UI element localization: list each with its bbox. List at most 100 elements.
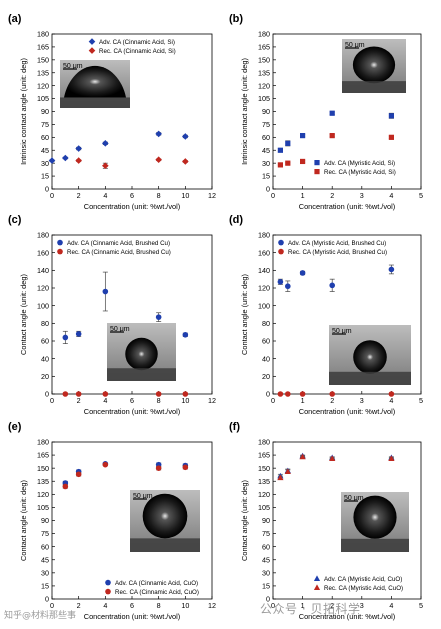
- panel-label: (b): [229, 13, 243, 25]
- x-tick-label: 4: [389, 191, 393, 200]
- x-axis-label: Concentration (unit: %wt./vol): [84, 407, 181, 416]
- x-tick-label: 2: [330, 191, 334, 200]
- data-series-advancing: [277, 264, 395, 292]
- y-tick-label: 120: [258, 284, 270, 293]
- y-tick-label: 140: [258, 266, 270, 275]
- substrate: [329, 371, 411, 385]
- x-tick-label: 0: [50, 191, 54, 200]
- data-series-receding: [277, 391, 395, 397]
- x-tick-label: 10: [181, 601, 189, 610]
- legend-marker: [314, 160, 320, 166]
- y-tick-label: 105: [37, 503, 49, 512]
- legend: Adv. CA (Cinnamic Acid, CuO) Rec. CA (Cin…: [105, 579, 199, 596]
- y-tick-label: 80: [262, 319, 270, 328]
- data-point: [329, 455, 336, 461]
- legend-label: Adv. CA (Cinnamic Acid, Si): [99, 39, 175, 46]
- y-tick-label: 60: [41, 133, 49, 142]
- x-tick-label: 12: [208, 601, 216, 610]
- legend-label: Adv. CA (Myristic Acid, CuO): [324, 576, 402, 583]
- data-point: [75, 391, 82, 397]
- x-axis-label: Concentration (unit: %wt./vol): [84, 612, 181, 621]
- y-axis-label: Contact angle (unit: deg): [240, 480, 249, 561]
- legend-marker: [278, 248, 284, 255]
- x-tick-label: 5: [419, 191, 423, 200]
- data-point: [277, 474, 284, 481]
- y-tick-label: 60: [262, 542, 270, 551]
- y-tick-label: 60: [41, 542, 49, 551]
- data-point: [300, 133, 306, 139]
- data-point: [75, 145, 82, 152]
- watermark-right: 公众号 · 贝拓科学: [260, 602, 361, 616]
- data-point: [155, 156, 162, 164]
- legend-label: Adv. CA (Myristic Acid, Brushed Cu): [288, 240, 386, 247]
- y-tick-label: 90: [262, 107, 270, 116]
- data-series-advancing: [62, 461, 189, 486]
- legend-marker: [313, 575, 321, 581]
- data-point: [155, 130, 162, 138]
- y-axis-label: Intrinsic contact angle (unit: deg): [240, 58, 249, 165]
- y-tick-label: 0: [45, 595, 49, 604]
- data-point: [277, 147, 283, 153]
- y-tick-label: 45: [41, 555, 49, 564]
- y-axis-label: Contact angle (unit: deg): [240, 274, 249, 355]
- y-tick-label: 90: [41, 107, 49, 116]
- data-point: [285, 391, 291, 397]
- legend-marker: [88, 38, 96, 45]
- droplet-shape: [353, 495, 397, 539]
- y-tick-label: 60: [262, 133, 270, 142]
- data-point: [299, 453, 306, 460]
- droplet-inset-image: 50 μm: [329, 325, 411, 385]
- y-tick-label: 40: [41, 354, 49, 363]
- y-tick-label: 180: [37, 231, 49, 240]
- y-tick-label: 105: [258, 503, 270, 512]
- data-point: [155, 314, 162, 320]
- data-series-receding: [277, 453, 395, 481]
- y-tick-label: 100: [37, 301, 49, 310]
- y-tick-label: 30: [262, 159, 270, 168]
- panel-label: (d): [229, 214, 243, 226]
- scale-bar-label: 50 μm: [110, 326, 130, 333]
- x-tick-label: 10: [181, 396, 189, 405]
- data-point: [155, 465, 162, 471]
- y-tick-label: 0: [266, 185, 270, 194]
- data-point: [388, 266, 395, 273]
- y-tick-label: 135: [258, 477, 270, 486]
- y-tick-label: 150: [37, 464, 49, 473]
- droplet-shape: [125, 337, 158, 371]
- legend-marker: [314, 169, 320, 175]
- droplet-shape: [142, 493, 188, 539]
- y-tick-label: 20: [262, 372, 270, 381]
- data-point: [299, 391, 306, 397]
- y-tick-label: 30: [262, 568, 270, 577]
- data-point: [277, 279, 284, 285]
- x-tick-label: 0: [271, 396, 275, 405]
- data-point: [329, 133, 335, 139]
- legend-marker: [57, 248, 63, 255]
- x-tick-label: 2: [77, 396, 81, 405]
- chart-panel-5: (e) 0 15 30 45 60 75 90 105 120 135 150 165 180 0 2 4 6 8 1…: [8, 421, 216, 621]
- data-point: [182, 391, 189, 397]
- data-point: [285, 140, 291, 146]
- droplet-inset-image: 50 μm: [107, 323, 176, 381]
- data-point: [62, 154, 69, 162]
- data-point: [155, 391, 162, 397]
- plot-frame: [272, 234, 422, 395]
- x-axis-label: Concentration (unit: %wt./vol): [299, 202, 396, 211]
- data-point: [102, 288, 109, 295]
- chart-panel-3: (c) 0 20 40 60 80 100 120 140 160 180 0 2 4 6 8 10 12 Conc…: [8, 214, 216, 416]
- data-point: [329, 391, 336, 397]
- data-point: [277, 162, 283, 168]
- x-tick-label: 0: [271, 191, 275, 200]
- data-series-receding: [62, 461, 189, 490]
- panel-label: (e): [8, 421, 22, 433]
- x-tick-label: 3: [360, 396, 364, 405]
- y-tick-label: 135: [37, 477, 49, 486]
- x-tick-label: 3: [360, 191, 364, 200]
- data-point: [300, 158, 306, 165]
- scale-bar-label: 50 μm: [133, 493, 153, 500]
- y-tick-label: 30: [41, 568, 49, 577]
- y-tick-label: 15: [41, 582, 49, 591]
- y-tick-label: 45: [41, 146, 49, 155]
